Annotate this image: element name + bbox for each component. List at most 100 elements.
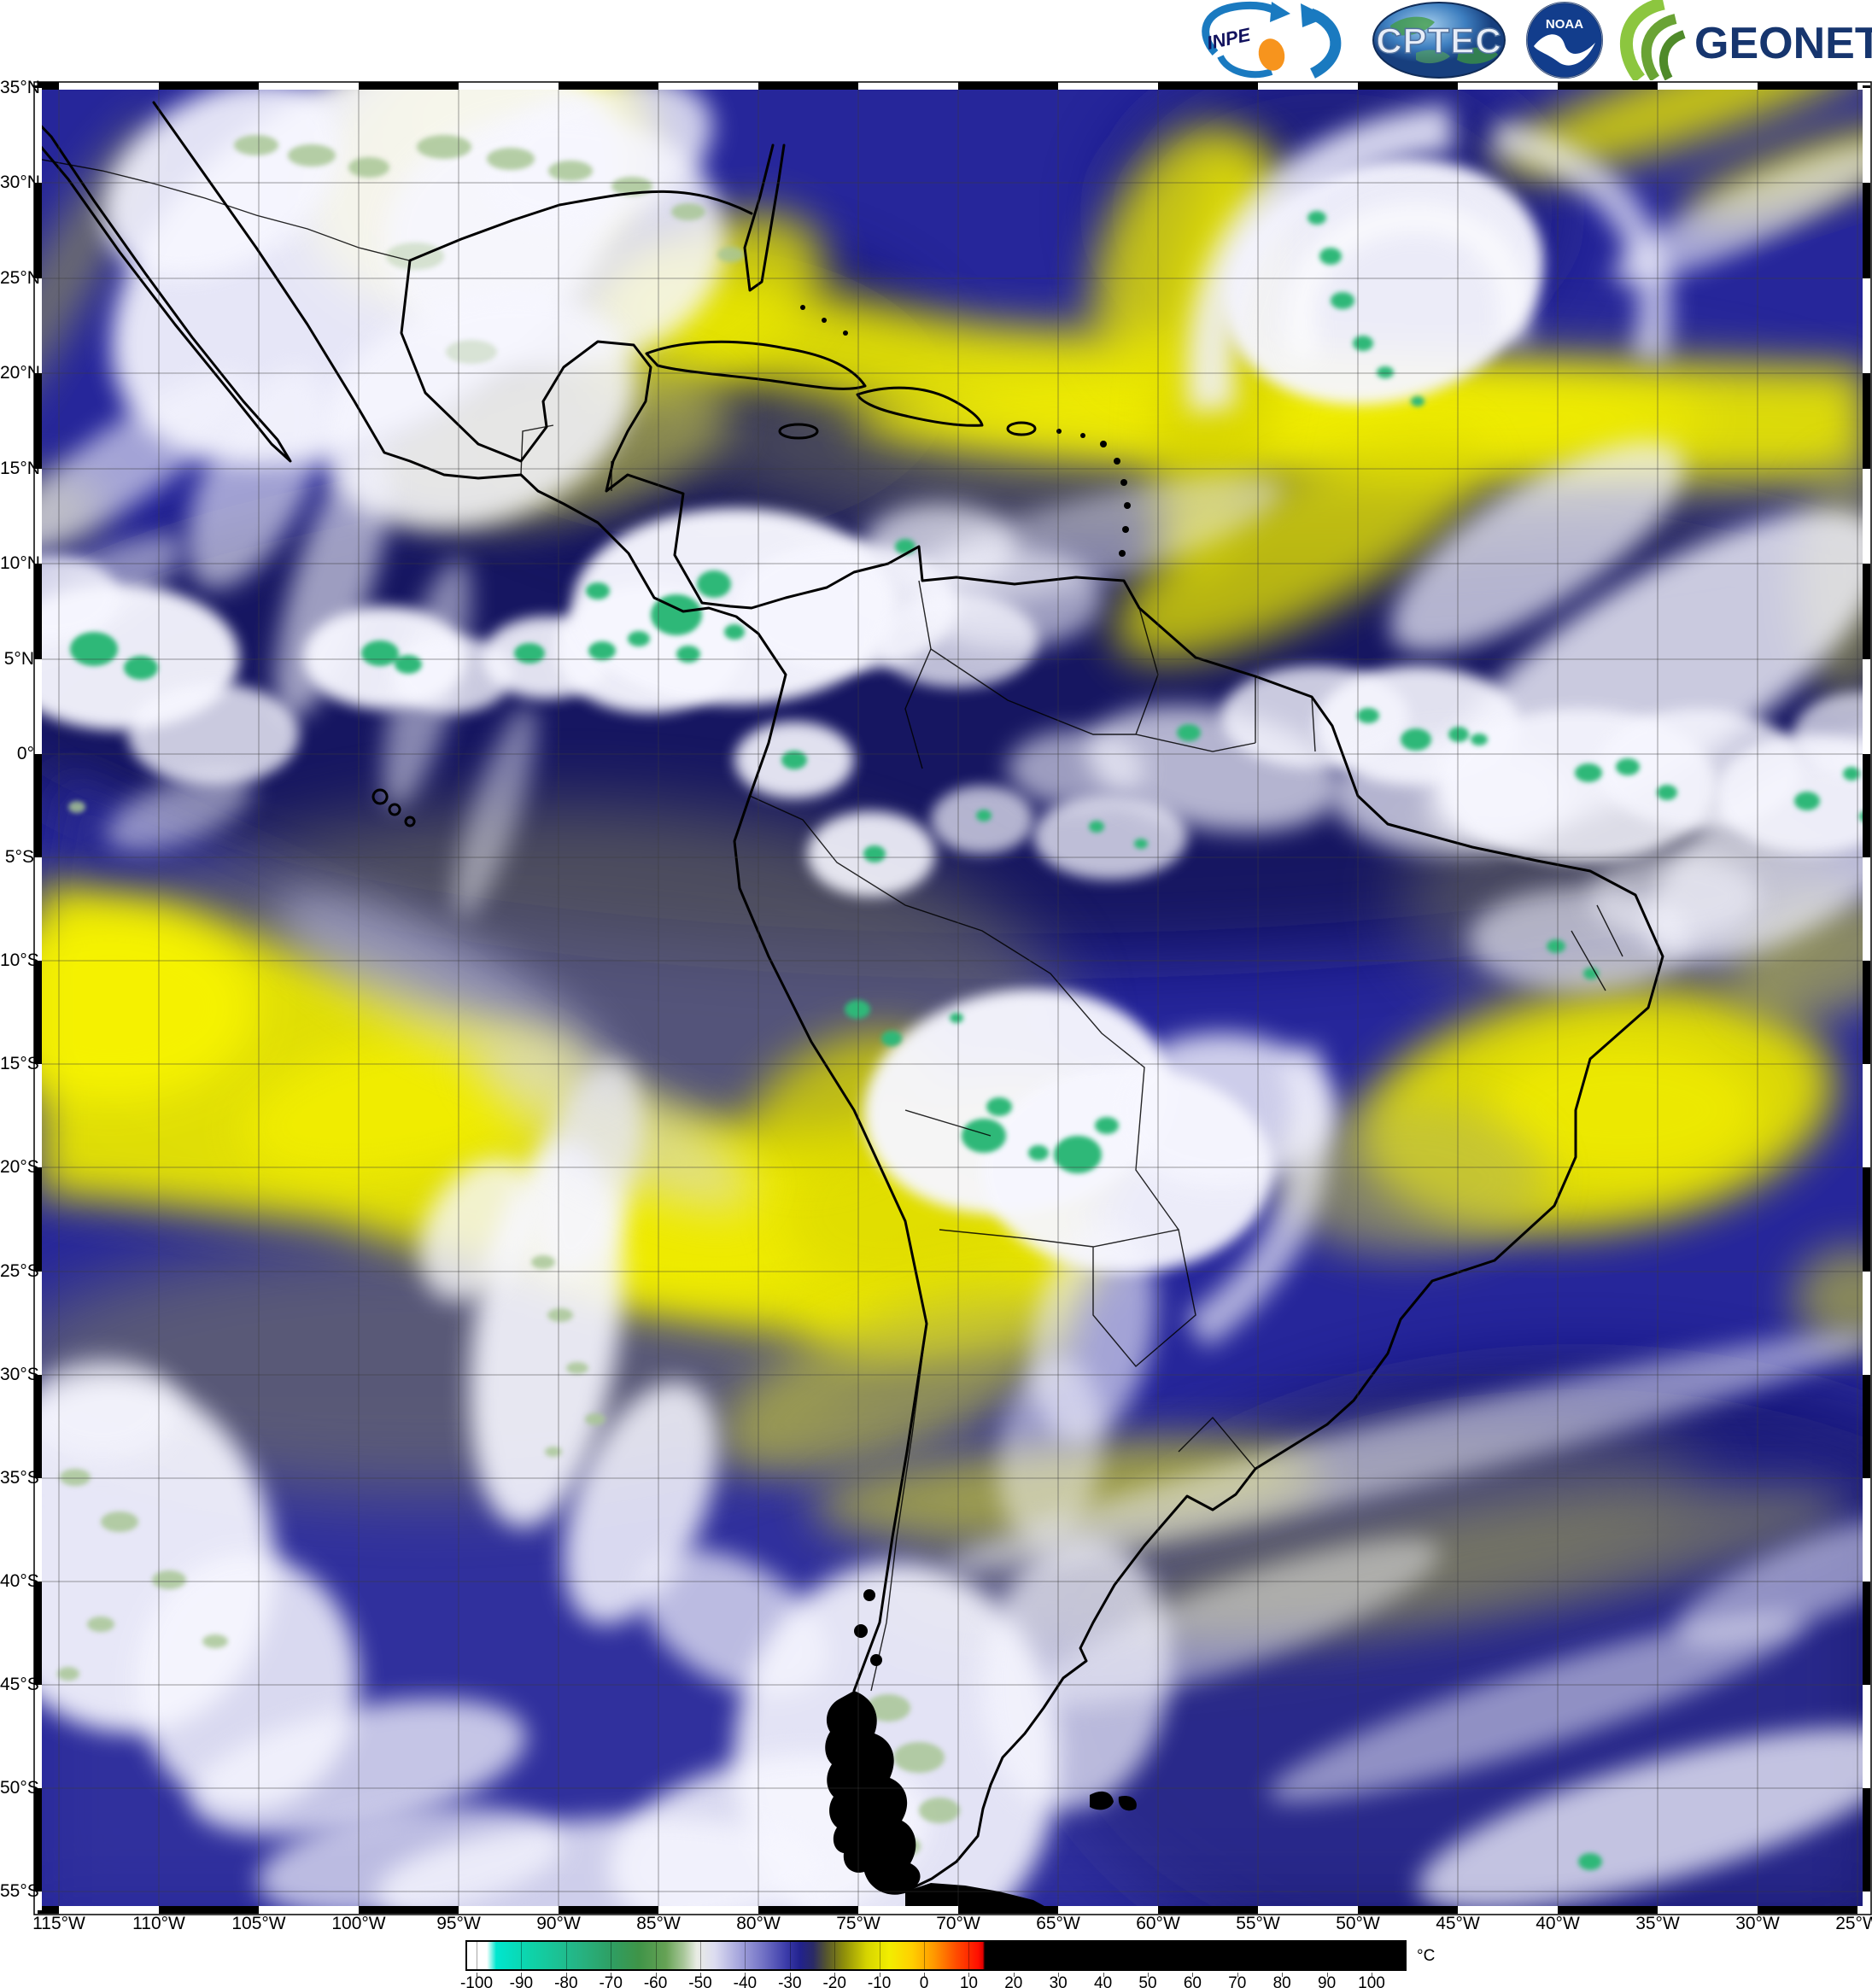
colorbar-inner-tick bbox=[655, 1942, 657, 1969]
lat-label: 10°S bbox=[0, 950, 39, 970]
noaa-logo-icon: NOAA bbox=[1526, 2, 1603, 79]
lon-label: 65°W bbox=[1036, 1914, 1080, 1933]
colorbar-inner-tick bbox=[924, 1942, 925, 1969]
colorbar-tick-label: 70 bbox=[1228, 1974, 1247, 1988]
lat-label: 15°S bbox=[0, 1054, 39, 1073]
lon-label: 95°W bbox=[436, 1914, 481, 1933]
colorbar-tick bbox=[789, 1973, 791, 1977]
colorbar-tick-label: 60 bbox=[1183, 1974, 1202, 1988]
lon-label: 85°W bbox=[636, 1914, 681, 1933]
colorbar-inner-tick bbox=[1058, 1942, 1060, 1969]
cptec-logo-icon: CPTEC bbox=[1372, 2, 1506, 79]
colorbar-tick-label: 100 bbox=[1358, 1974, 1385, 1988]
lon-label: 40°W bbox=[1536, 1914, 1580, 1933]
colorbar-tick bbox=[1103, 1973, 1104, 1977]
colorbar-tick-label: 40 bbox=[1094, 1974, 1113, 1988]
lon-label: 100°W bbox=[331, 1914, 386, 1933]
colorbar-tick-label: -50 bbox=[688, 1974, 712, 1988]
colorbar-tick bbox=[1237, 1973, 1238, 1977]
colorbar-inner-tick bbox=[968, 1942, 970, 1969]
colorbar-tick-label: 90 bbox=[1318, 1974, 1337, 1988]
colorbar-inner-tick bbox=[834, 1942, 836, 1969]
colorbar-inner-tick bbox=[1326, 1942, 1328, 1969]
colorbar-inner-tick bbox=[1282, 1942, 1284, 1969]
colorbar-tick-label: -60 bbox=[643, 1974, 668, 1988]
lat-label: 45°S bbox=[0, 1675, 39, 1694]
colorbar-tick bbox=[700, 1973, 701, 1977]
island-fills bbox=[800, 305, 1137, 1909]
lat-label: 50°S bbox=[0, 1778, 39, 1798]
lon-label: 110°W bbox=[132, 1914, 185, 1933]
colorbar-tick bbox=[924, 1973, 925, 1977]
lat-label: 40°S bbox=[0, 1571, 39, 1591]
lat-label: 0° bbox=[16, 744, 34, 763]
colorbar-tick-label: -10 bbox=[867, 1974, 892, 1988]
colorbar-tick bbox=[1058, 1973, 1060, 1977]
colorbar-tick bbox=[745, 1973, 746, 1977]
lon-label: 25°W bbox=[1835, 1914, 1872, 1933]
lon-label: 105°W bbox=[231, 1914, 286, 1933]
convection-cores bbox=[70, 211, 1865, 1870]
colorbar-tick bbox=[1013, 1973, 1015, 1977]
colorbar-tick-label: 0 bbox=[919, 1974, 929, 1988]
lon-label: 35°W bbox=[1635, 1914, 1680, 1933]
colorbar-tick-label: -90 bbox=[509, 1974, 534, 1988]
colorbar-inner-tick bbox=[1237, 1942, 1238, 1969]
lat-label: 5°N bbox=[3, 649, 34, 669]
colorbar-inner-tick bbox=[789, 1942, 791, 1969]
colorbar-tick bbox=[1282, 1973, 1284, 1977]
colorbar-tick-label: -100 bbox=[459, 1974, 494, 1988]
lat-label: 35°N bbox=[0, 78, 40, 97]
colorbar-tick bbox=[565, 1973, 567, 1977]
lat-label: 25°N bbox=[0, 268, 40, 288]
cptec-logo-text: CPTEC bbox=[1376, 20, 1501, 61]
colorbar-tick-label: 50 bbox=[1138, 1974, 1157, 1988]
colorbar-tick-label: 30 bbox=[1049, 1974, 1068, 1988]
map-frame bbox=[33, 81, 1872, 1915]
colorbar-inner-tick bbox=[1103, 1942, 1104, 1969]
lat-label: 20°N bbox=[0, 363, 40, 383]
colorbar-tick-label: -30 bbox=[778, 1974, 802, 1988]
colorbar-tick-label: -40 bbox=[733, 1974, 758, 1988]
colorbar-tick-label: 10 bbox=[959, 1974, 978, 1988]
colorbar-inner-tick bbox=[1013, 1942, 1015, 1969]
lat-label: 55°S bbox=[0, 1881, 39, 1901]
colorbar-tick-label: -20 bbox=[822, 1974, 846, 1988]
lat-label: 5°S bbox=[4, 847, 34, 867]
colorbar-inner-tick bbox=[700, 1942, 701, 1969]
colorbar-tick-label: 20 bbox=[1004, 1974, 1023, 1988]
lat-label: 20°S bbox=[0, 1157, 39, 1177]
lon-label: 80°W bbox=[736, 1914, 781, 1933]
inpe-logo-icon: INPE bbox=[1202, 1, 1342, 79]
colorbar-inner-tick bbox=[1192, 1942, 1194, 1969]
colorbar-inner-tick bbox=[1148, 1942, 1149, 1969]
lon-label: 75°W bbox=[836, 1914, 880, 1933]
lat-label: 15°N bbox=[0, 459, 40, 478]
colorbar-tick-label: -70 bbox=[599, 1974, 623, 1988]
lon-label: 60°W bbox=[1136, 1914, 1180, 1933]
temperature-colorbar bbox=[465, 1940, 1407, 1971]
lon-label: 70°W bbox=[936, 1914, 980, 1933]
colorbar-inner-tick bbox=[745, 1942, 746, 1969]
lon-label: 55°W bbox=[1236, 1914, 1280, 1933]
lat-lon-grid bbox=[39, 87, 1865, 1909]
lat-label: 25°S bbox=[0, 1261, 39, 1281]
colorbar-tick-label: -80 bbox=[554, 1974, 578, 1988]
lat-label: 30°N bbox=[0, 172, 40, 192]
geonetcast-logo-icon: GEONETCast bbox=[1620, 0, 1872, 80]
lon-label: 90°W bbox=[536, 1914, 581, 1933]
lat-label: 30°S bbox=[0, 1365, 39, 1384]
noaa-logo-text: NOAA bbox=[1546, 17, 1583, 32]
colorbar-tick bbox=[655, 1973, 657, 1977]
colorbar-inner-tick bbox=[565, 1942, 567, 1969]
lon-label: 115°W bbox=[32, 1914, 85, 1933]
colorbar-unit-label: °C bbox=[1417, 1947, 1436, 1965]
colorbar-tick bbox=[1148, 1973, 1149, 1977]
colorbar-tick bbox=[968, 1973, 970, 1977]
colorbar-tick bbox=[1326, 1973, 1328, 1977]
lat-label: 10°N bbox=[0, 553, 40, 573]
pale-convection-speckles bbox=[57, 135, 960, 1856]
